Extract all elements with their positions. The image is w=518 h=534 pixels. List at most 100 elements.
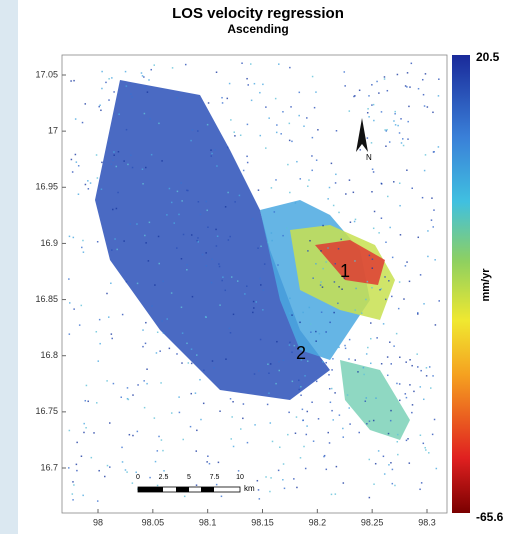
speckle [155, 352, 158, 354]
speckle [270, 187, 273, 189]
speckle [391, 482, 394, 485]
speckle [348, 358, 350, 360]
speckle [73, 484, 75, 486]
speckle [271, 440, 274, 443]
speckle [366, 111, 369, 114]
speckle [387, 195, 389, 198]
speckle [127, 163, 129, 166]
speckle [132, 434, 134, 437]
speckle [358, 89, 361, 92]
speckle [407, 438, 409, 440]
speckle [226, 146, 229, 149]
speckle [135, 471, 137, 474]
speckle [156, 450, 159, 452]
map-area [68, 62, 440, 502]
speckle [84, 399, 87, 402]
speckle [213, 367, 215, 369]
speckle [299, 178, 302, 180]
speckle [404, 85, 407, 87]
speckle [384, 129, 386, 131]
speckle [309, 239, 311, 242]
speckle [308, 179, 310, 181]
speckle [298, 379, 300, 382]
speckle [427, 255, 429, 258]
speckle [408, 105, 410, 108]
speckle [73, 308, 75, 310]
speckle [205, 200, 207, 203]
speckle [176, 247, 178, 249]
speckle [322, 267, 324, 270]
speckle [366, 422, 368, 425]
speckle [195, 484, 198, 486]
speckle [397, 124, 399, 127]
speckle [81, 121, 84, 124]
speckle [257, 189, 260, 191]
speckle [224, 289, 227, 292]
speckle [398, 383, 401, 385]
speckle [222, 276, 224, 278]
speckle [352, 191, 355, 194]
speckle [306, 117, 308, 119]
speckle [420, 482, 423, 484]
speckle [219, 410, 221, 412]
speckle [110, 333, 113, 335]
speckle [221, 96, 223, 99]
speckle [307, 185, 309, 188]
speckle [84, 183, 87, 186]
speckle [432, 226, 434, 228]
y-tick-label: 16.8 [40, 350, 58, 360]
speckle [145, 242, 147, 244]
speckle [354, 218, 357, 221]
speckle [229, 332, 232, 334]
speckle [366, 280, 369, 283]
colorbar-min: -65.6 [476, 510, 504, 524]
speckle [303, 125, 305, 127]
speckle [390, 363, 393, 365]
speckle [226, 97, 229, 100]
speckle [159, 350, 161, 352]
speckle [106, 464, 109, 467]
speckle [425, 375, 428, 377]
speckle [99, 342, 101, 345]
speckle [196, 429, 198, 432]
speckle [282, 111, 284, 113]
speckle [438, 78, 440, 80]
speckle [309, 323, 312, 325]
speckle [341, 288, 343, 290]
speckle [348, 407, 350, 409]
speckle [294, 432, 297, 435]
speckle [398, 281, 401, 283]
speckle [317, 418, 320, 420]
speckle [215, 71, 218, 73]
speckle [380, 217, 383, 219]
speckle [298, 114, 300, 117]
scale-bar [137, 486, 241, 493]
speckle [270, 477, 272, 479]
speckle [246, 161, 249, 164]
speckle [95, 331, 98, 333]
speckle [409, 358, 411, 361]
speckle [321, 286, 324, 288]
speckle [218, 265, 221, 268]
speckle [411, 404, 414, 406]
speckle [365, 397, 368, 399]
speckle [104, 475, 106, 478]
speckle [288, 139, 291, 142]
speckle [234, 201, 236, 203]
north-arrow [356, 118, 368, 152]
side-strip [0, 0, 18, 534]
speckle [371, 104, 373, 106]
speckle [218, 263, 220, 265]
speckle [149, 476, 151, 479]
speckle [190, 348, 193, 350]
speckle [402, 144, 405, 147]
speckle [205, 252, 207, 254]
speckle [279, 446, 281, 449]
speckle [289, 191, 291, 194]
speckle [374, 462, 377, 465]
speckle [349, 221, 352, 223]
speckle [202, 402, 205, 405]
x-tick-label: 98.2 [309, 517, 327, 527]
speckle [334, 262, 337, 265]
speckle [81, 246, 83, 249]
